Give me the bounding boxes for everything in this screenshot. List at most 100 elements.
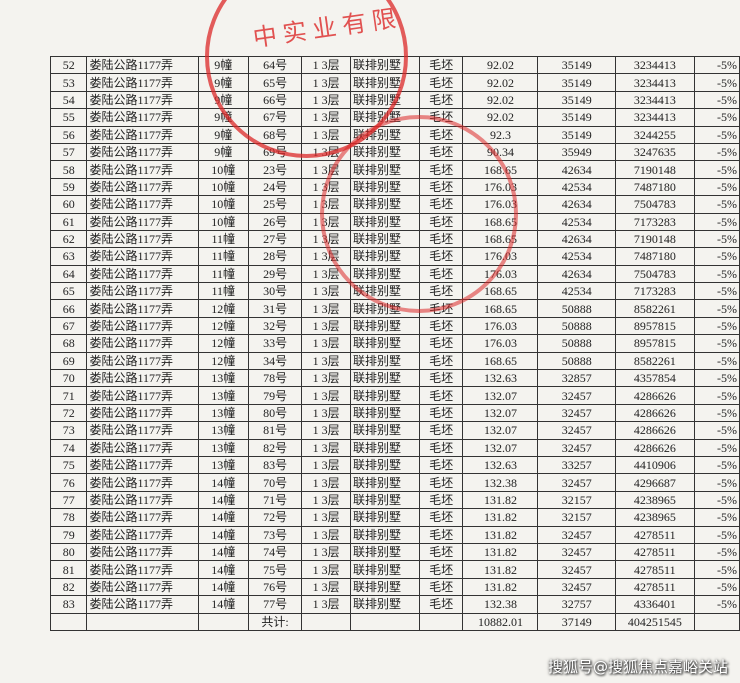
row-number: 59 [49,177,88,197]
total-price: 7190148 [615,229,695,249]
building: 14幢 [197,595,249,614]
address: 娄陆公路1177弄 [86,369,199,388]
total-price: 7504783 [615,195,695,214]
address: 娄陆公路1177弄 [86,508,199,527]
area: 131.82 [462,560,539,579]
discount: -5% [693,542,740,562]
total-row: 共计: 10882.01 37149 404251545 [49,612,740,631]
total-amount: 404251545 [615,612,695,631]
unit-price: 32457 [537,386,617,405]
row-number: 57 [49,142,88,162]
row-number: 81 [49,560,88,579]
area: 176.03 [462,334,539,353]
total-price: 3234413 [615,90,695,110]
unit: 73号 [247,525,303,544]
unit-price: 35949 [537,142,617,162]
unit: 74号 [247,542,303,562]
empty-cell [86,612,199,631]
condition: 毛坯 [418,542,464,562]
unit: 29号 [247,264,303,284]
house-type: 联排别墅 [349,595,420,614]
house-type: 联排别墅 [349,334,420,353]
unit: 81号 [247,421,303,440]
unit: 34号 [247,351,303,371]
unit: 30号 [247,282,303,301]
area: 92.02 [462,90,539,110]
address: 娄陆公路1177弄 [86,473,199,492]
row-number: 52 [49,55,88,75]
condition: 毛坯 [418,577,464,597]
total-price: 8582261 [615,299,695,318]
total-price: 7504783 [615,264,695,284]
unit-price: 42534 [537,212,617,231]
address: 娄陆公路1177弄 [86,125,199,144]
row-number: 72 [49,403,88,423]
discount: -5% [693,577,740,597]
row-number: 73 [49,421,88,440]
discount: -5% [693,595,740,614]
total-price: 3244255 [615,125,695,144]
unit-price: 42634 [537,229,617,249]
total-area: 10882.01 [462,612,539,631]
empty-cell [693,612,740,631]
condition: 毛坯 [418,595,464,614]
unit-price: 32857 [537,369,617,388]
address: 娄陆公路1177弄 [86,334,199,353]
address: 娄陆公路1177弄 [86,421,199,440]
table-row: 70 娄陆公路1177弄 13幢 78号 1 3层 联排别墅 毛坯 132.63 32857 43… [49,369,740,388]
table-row: 83 娄陆公路1177弄 14幢 77号 1 3层 联排别墅 毛坯 132.38 32757 43… [49,595,740,614]
unit: 75号 [247,560,303,579]
floors: 1 3层 [301,386,351,405]
discount: -5% [693,525,740,544]
unit-price: 50888 [537,299,617,318]
unit: 70号 [247,473,303,492]
unit: 31号 [247,299,303,318]
table-row: 69 娄陆公路1177弄 12幢 34号 1 3层 联排别墅 毛坯 168.65 50888 85… [49,351,740,371]
table-row: 80 娄陆公路1177弄 14幢 74号 1 3层 联排别墅 毛坯 131.82 32457 42… [49,542,740,562]
house-type: 联排别墅 [349,386,420,405]
building: 9幢 [197,142,249,162]
building: 13幢 [197,438,249,457]
building: 13幢 [197,369,249,388]
area: 132.07 [462,386,539,405]
total-price: 4286626 [615,403,695,423]
area: 131.82 [462,490,539,510]
row-number: 64 [49,264,88,284]
discount: -5% [693,142,740,162]
area: 132.63 [462,369,539,388]
building: 13幢 [197,386,249,405]
area: 131.82 [462,508,539,527]
table-row: 68 娄陆公路1177弄 12幢 33号 1 3层 联排别墅 毛坯 176.03 50888 89… [49,334,740,353]
row-number: 78 [49,508,88,527]
address: 娄陆公路1177弄 [86,160,199,179]
address: 娄陆公路1177弄 [86,351,199,371]
total-price: 4278511 [615,542,695,562]
unit-price: 33257 [537,455,617,475]
discount: -5% [693,473,740,492]
unit: 72号 [247,508,303,527]
address: 娄陆公路1177弄 [86,73,199,92]
unit: 83号 [247,455,303,475]
total-price: 3234413 [615,55,695,75]
discount: -5% [693,55,740,75]
row-number: 55 [49,108,88,127]
area: 132.07 [462,421,539,440]
table-row: 82 娄陆公路1177弄 14幢 76号 1 3层 联排别墅 毛坯 131.82 32457 42… [49,577,740,597]
address: 娄陆公路1177弄 [86,282,199,301]
row-number: 75 [49,455,88,475]
floors: 1 3层 [301,403,351,423]
area: 131.82 [462,577,539,597]
area: 132.07 [462,403,539,423]
discount: -5% [693,438,740,457]
building: 13幢 [197,421,249,440]
discount: -5% [693,508,740,527]
building: 14幢 [197,490,249,510]
floors: 1 3层 [301,577,351,597]
address: 娄陆公路1177弄 [86,108,199,127]
discount: -5% [693,386,740,405]
stamp-ring [320,115,518,313]
unit-price: 32457 [537,473,617,492]
row-number: 54 [49,90,88,110]
unit-price: 32457 [537,560,617,579]
